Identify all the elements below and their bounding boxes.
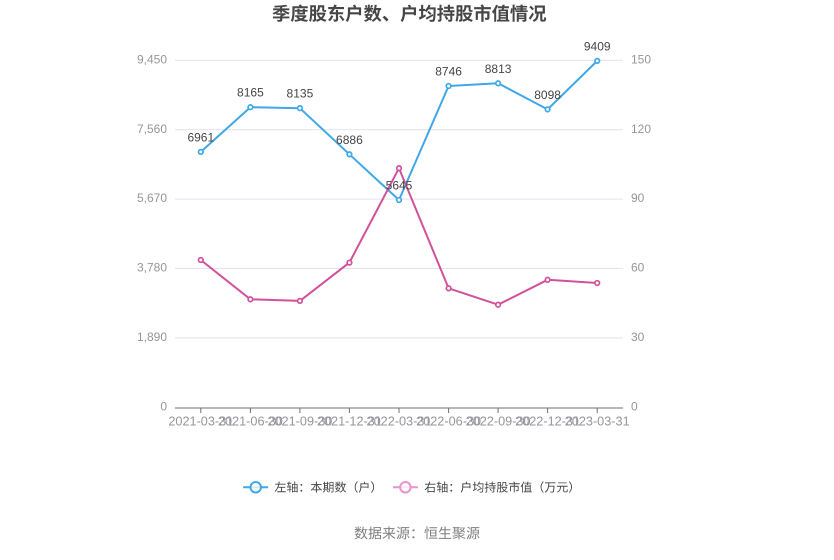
svg-text:9,450: 9,450: [137, 52, 167, 66]
svg-text:3,780: 3,780: [137, 261, 167, 275]
svg-text:5645: 5645: [386, 179, 413, 193]
svg-text:2022-03-31: 2022-03-31: [367, 415, 432, 429]
svg-text:2022-06-30: 2022-06-30: [416, 415, 481, 429]
svg-text:120: 120: [631, 122, 651, 136]
svg-text:8135: 8135: [287, 87, 314, 101]
svg-text:0: 0: [160, 399, 167, 413]
svg-text:5,670: 5,670: [137, 191, 167, 205]
svg-text:30: 30: [631, 330, 645, 344]
svg-text:8813: 8813: [485, 62, 512, 76]
svg-text:2022-09-30: 2022-09-30: [466, 415, 531, 429]
svg-text:2021-12-31: 2021-12-31: [317, 415, 382, 429]
svg-text:2021-06-30: 2021-06-30: [218, 415, 283, 429]
svg-text:90: 90: [631, 191, 645, 205]
svg-text:2021-03-31: 2021-03-31: [168, 415, 233, 429]
svg-text:7,560: 7,560: [137, 122, 167, 136]
svg-text:2021-09-30: 2021-09-30: [267, 415, 332, 429]
svg-text:150: 150: [631, 52, 651, 66]
svg-text:2022-12-31: 2022-12-31: [515, 415, 580, 429]
svg-text:60: 60: [631, 261, 645, 275]
svg-text:1,890: 1,890: [137, 330, 167, 344]
svg-text:2023-03-31: 2023-03-31: [565, 415, 630, 429]
svg-text:6961: 6961: [187, 130, 214, 144]
svg-text:0: 0: [631, 399, 638, 413]
svg-text:8746: 8746: [435, 65, 462, 79]
svg-text:8165: 8165: [237, 86, 264, 100]
svg-text:6886: 6886: [336, 133, 363, 147]
svg-text:8098: 8098: [534, 88, 561, 102]
svg-text:9409: 9409: [584, 39, 611, 53]
